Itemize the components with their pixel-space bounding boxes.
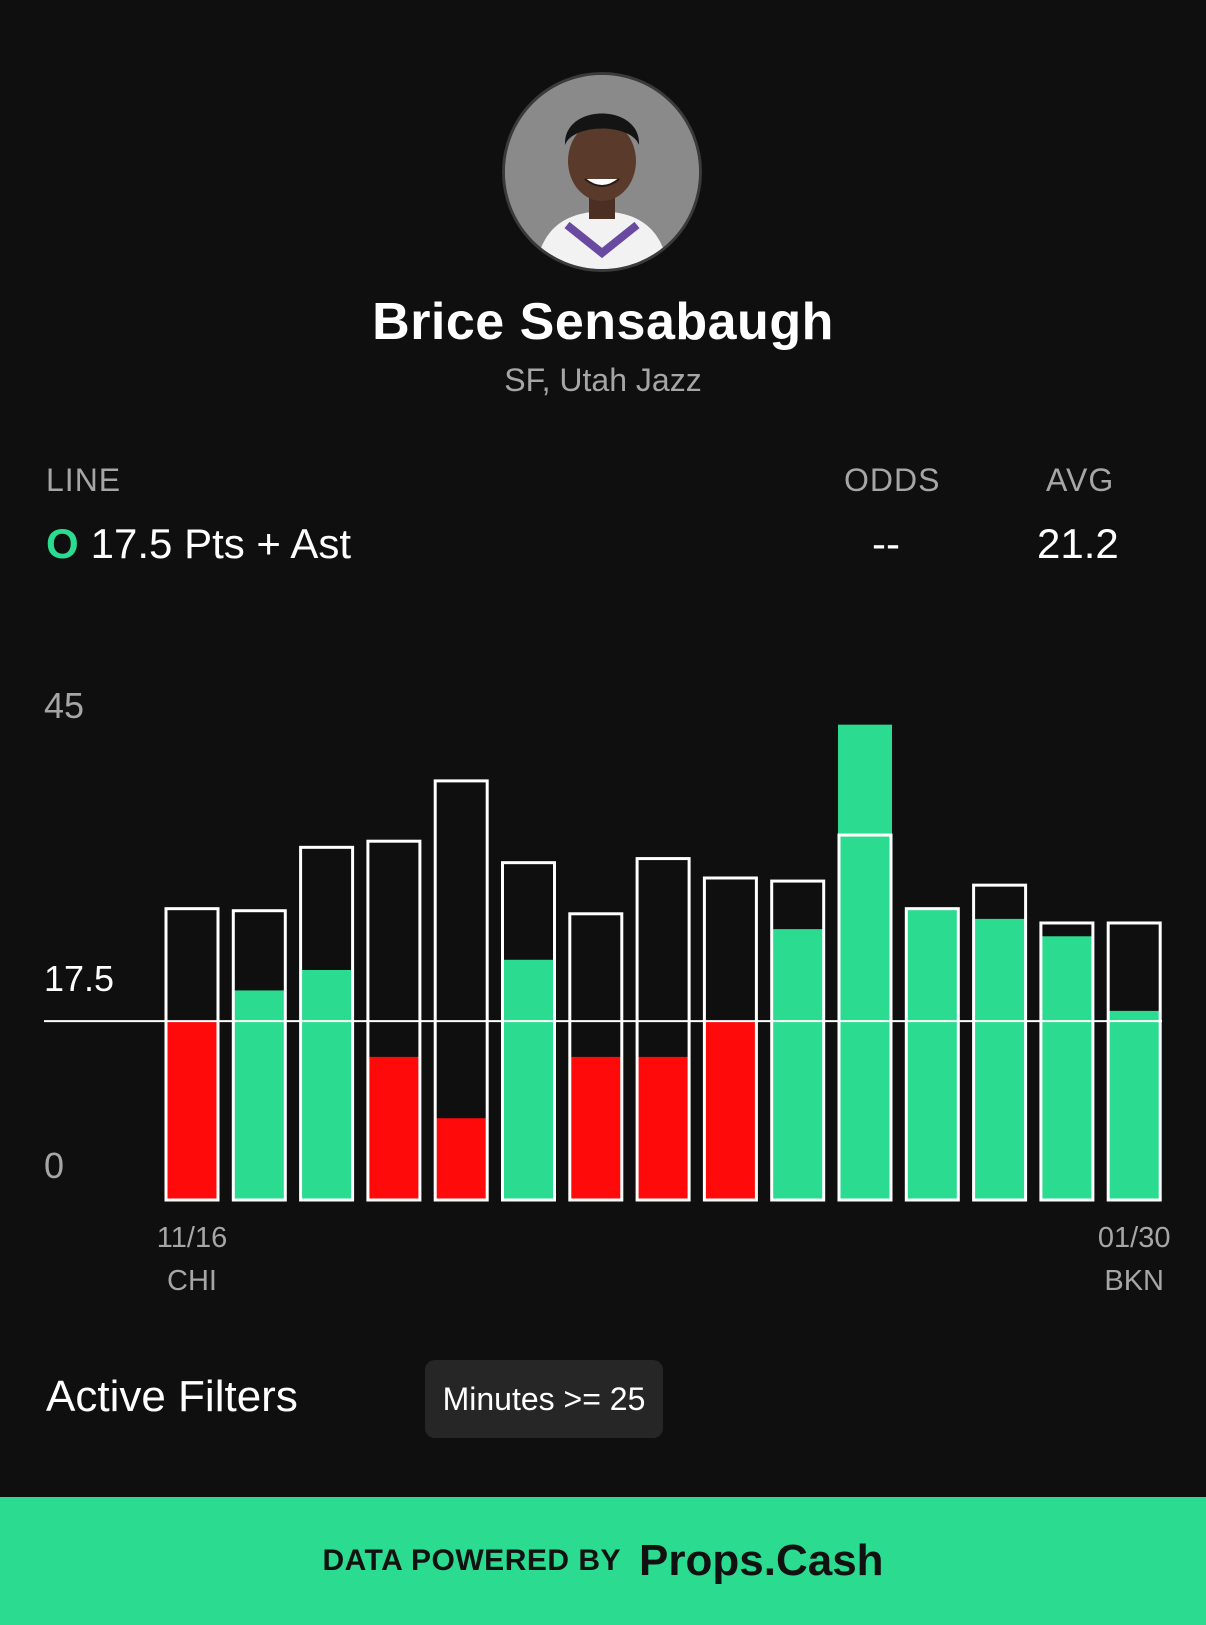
player-position-team: SF, Utah Jazz [504, 362, 702, 398]
x-date-label: 01/30 [1098, 1222, 1171, 1254]
game-log-chart: 45 17.5 0 11/16 CHI 01/30 BKN [44, 685, 1171, 1297]
x-date-label: 11/16 [157, 1222, 227, 1254]
line-label: LINE [46, 462, 122, 498]
over-indicator: O [46, 520, 79, 567]
player-name: Brice Sensabaugh [372, 293, 834, 351]
odds-label: ODDS [844, 462, 941, 498]
bar-fill [165, 1021, 219, 1200]
bar-fill [703, 1021, 758, 1200]
bar-fill [568, 1056, 623, 1200]
bar-fill [1107, 1010, 1162, 1200]
bar-outline [433, 779, 489, 1202]
x-team-label: CHI [167, 1265, 217, 1297]
bar-fill [232, 990, 287, 1200]
player-avatar [502, 72, 702, 272]
bar-outline [837, 833, 893, 1202]
line-value: O 17.5 Pts + Ast [46, 520, 351, 568]
bar-fill [434, 1118, 489, 1200]
bar-outline [568, 912, 624, 1202]
bar-fill [1039, 936, 1094, 1200]
bar-outline [972, 883, 1028, 1202]
odds-value: -- [872, 520, 900, 567]
footer-banner: DATA POWERED BY Props.Cash [0, 1497, 1206, 1625]
bar-outline [635, 857, 691, 1202]
bar-fill [501, 959, 556, 1200]
player-headshot-icon [505, 75, 699, 269]
bar-outline [1106, 921, 1162, 1202]
bar-fill [770, 929, 825, 1200]
filter-chip-minutes[interactable]: Minutes >= 25 [425, 1360, 663, 1438]
bar-fill [905, 908, 960, 1200]
active-filters-title: Active Filters [46, 1372, 298, 1421]
avg-value: 21.2 [1037, 520, 1119, 567]
bar-outline [299, 845, 355, 1202]
y-tick-label: 45 [44, 685, 84, 726]
y-tick-label: 0 [44, 1145, 64, 1186]
bar-outline [231, 909, 287, 1202]
bar-fill [299, 970, 354, 1200]
avg-label: AVG [1046, 462, 1115, 498]
bar-outline [702, 876, 758, 1202]
bar-fill [366, 1056, 421, 1200]
footer-brand[interactable]: Props.Cash [639, 1536, 884, 1585]
bar-fill [838, 724, 892, 1200]
bar-outline [501, 861, 556, 1202]
bar-outline [164, 907, 220, 1202]
line-text: 17.5 Pts + Ast [90, 520, 351, 567]
bar-fill [636, 1056, 691, 1200]
bar-fill [972, 918, 1027, 1200]
y-tick-label: 17.5 [44, 958, 114, 999]
x-team-label: BKN [1104, 1265, 1164, 1297]
bar-outline [904, 907, 960, 1202]
bar-outline [1039, 921, 1095, 1202]
footer-prefix: DATA POWERED BY [322, 1544, 622, 1577]
bar-outline [770, 879, 826, 1202]
